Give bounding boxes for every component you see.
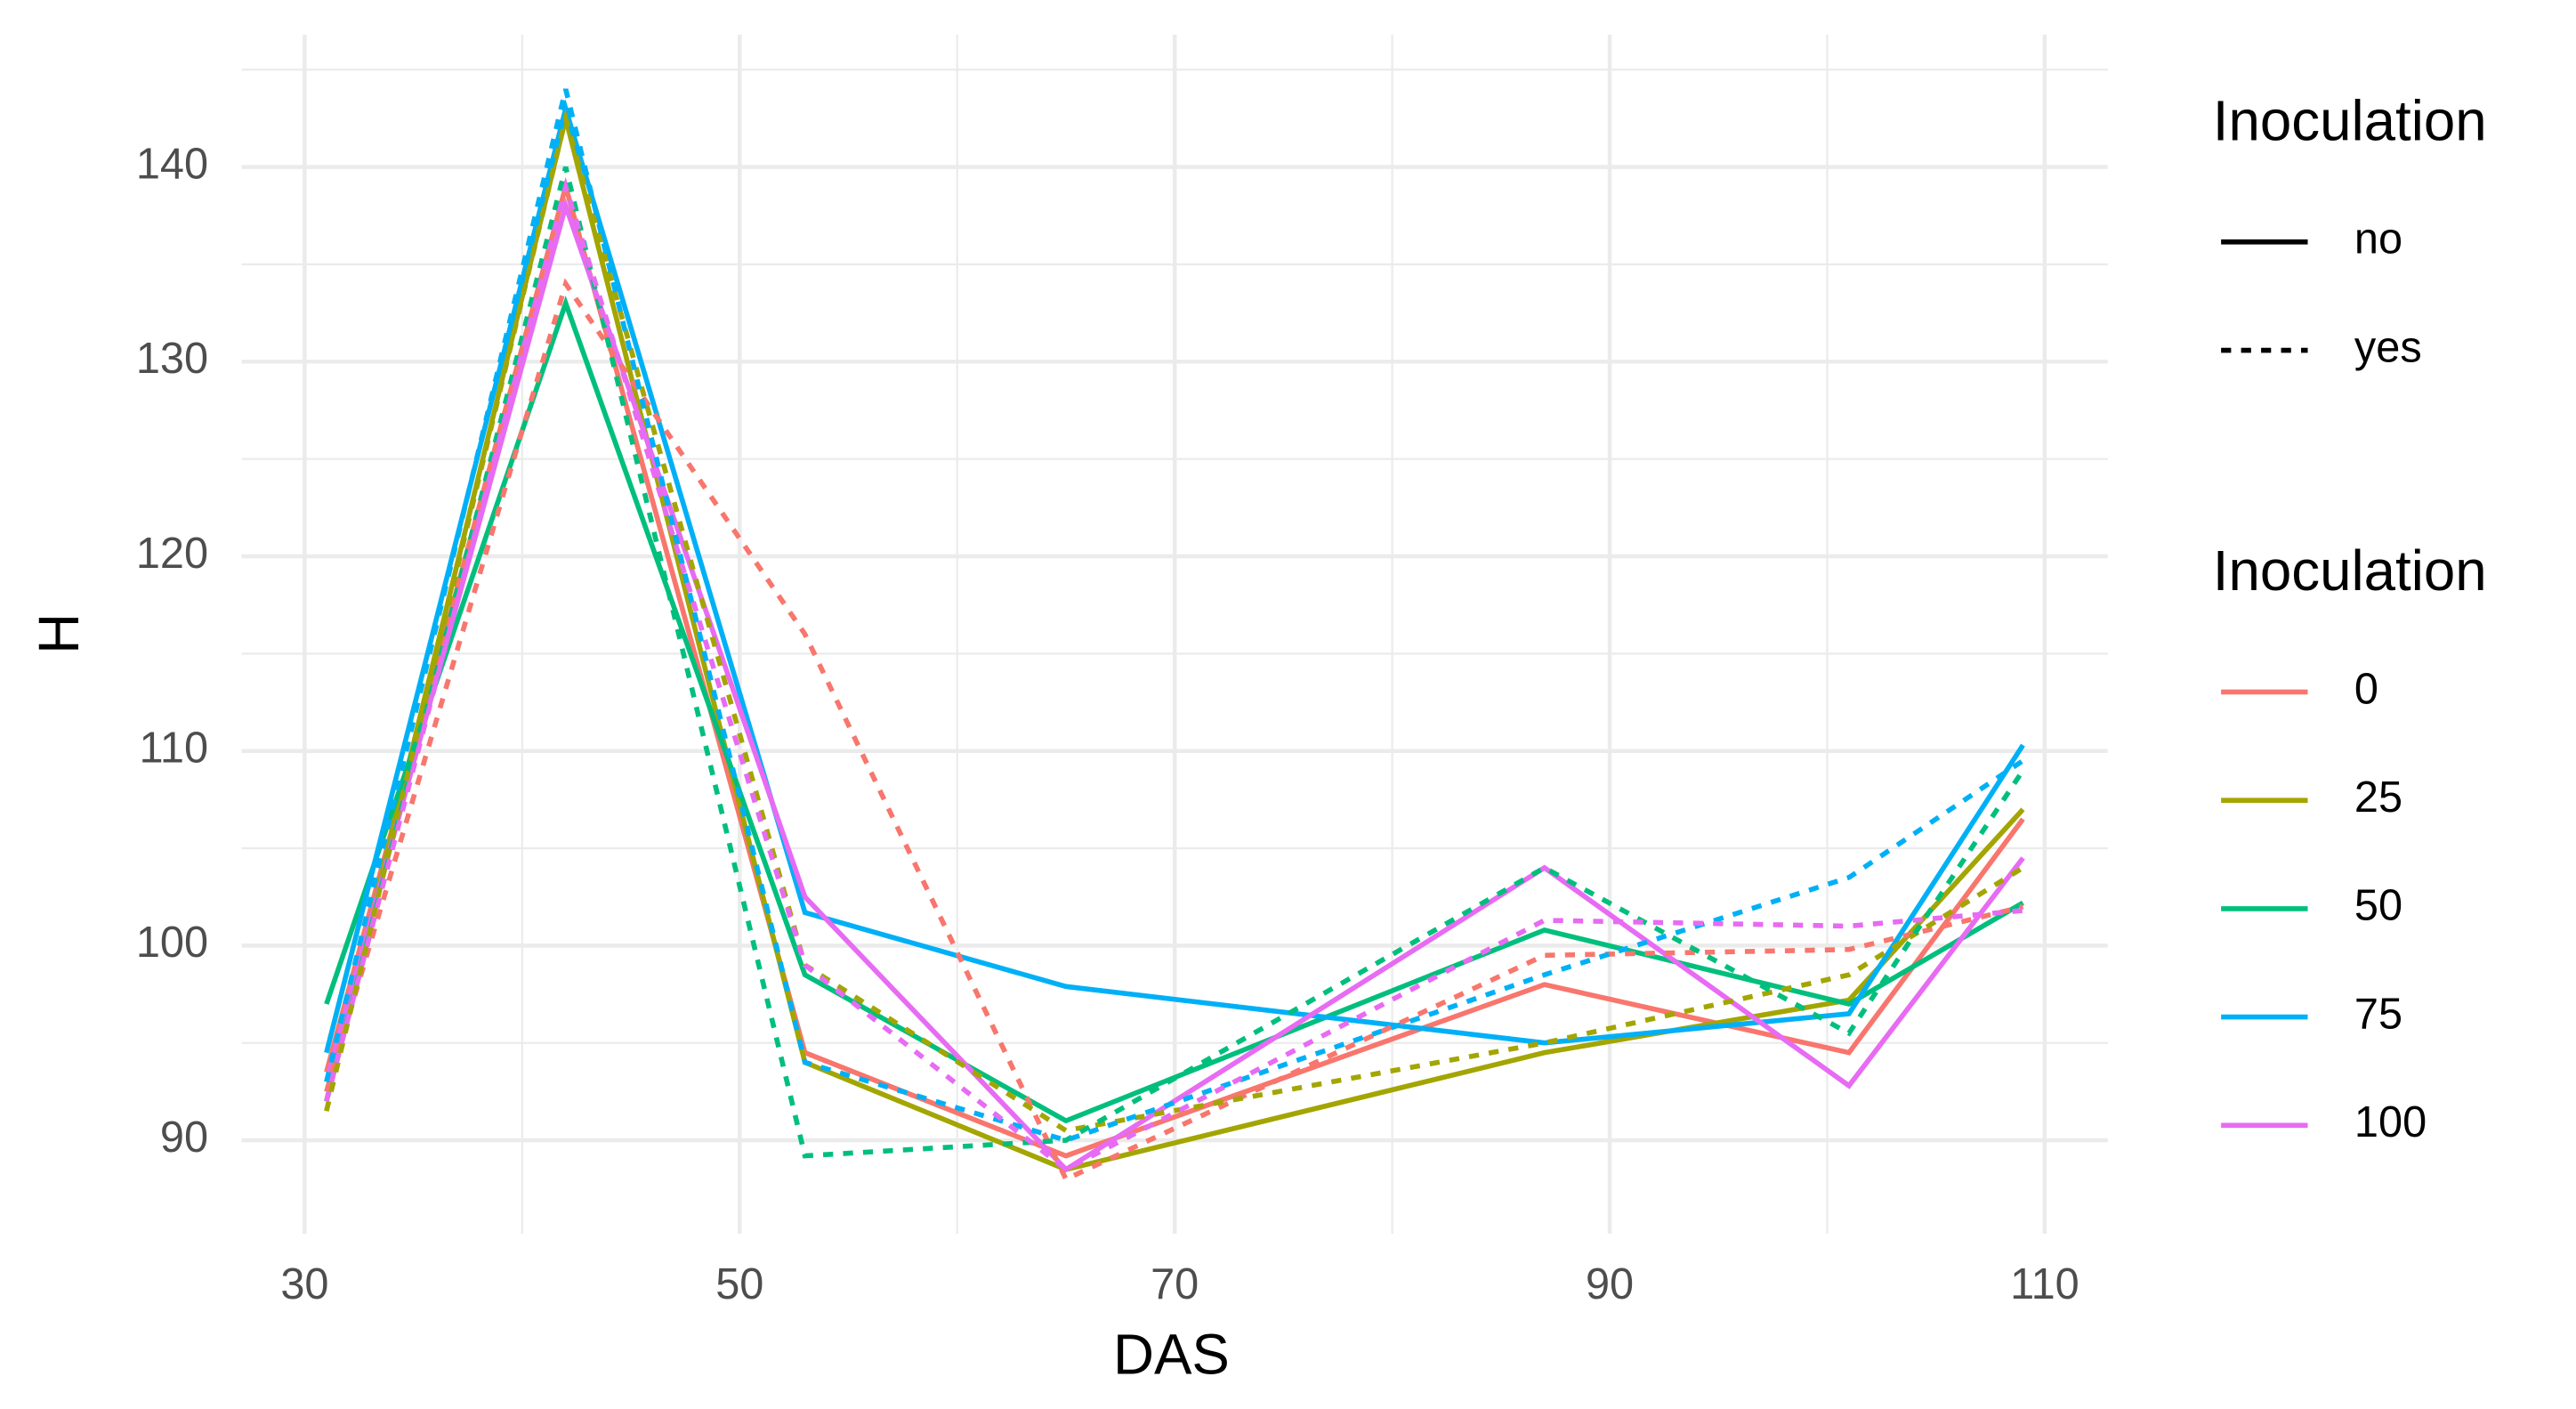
y-tick-label: 120 [136,530,208,578]
legend-label: 50 [2354,882,2402,930]
series-line [324,296,2024,1124]
legend-label: 100 [2354,1098,2427,1146]
legend-label: 25 [2354,773,2402,822]
series-line [324,88,2025,1144]
x-tick-label: 110 [2010,1260,2079,1308]
y-tick-label: 110 [139,725,208,773]
legend-title: Inoculation [2213,539,2487,603]
legend-label: yes [2354,323,2422,371]
x-axis-title: DAS [1113,1323,1230,1386]
legend-title: Inoculation [2213,90,2487,153]
x-tick-label: 70 [1151,1260,1199,1308]
y-tick-label: 100 [136,919,208,967]
series-line [324,99,2025,1054]
series-line [324,108,2024,1134]
y-tick-label: 140 [136,140,208,188]
series-line [324,197,2025,1173]
x-tick-label: 50 [715,1260,763,1308]
x-tick-label: 30 [280,1260,328,1308]
legend-label: 75 [2354,990,2402,1038]
y-tick-label: 90 [160,1113,208,1162]
y-tick-label: 130 [136,335,208,383]
x-tick-label: 90 [1586,1260,1634,1308]
series-line [324,278,2024,1183]
series-line [324,177,2023,1173]
legend-label: 0 [2354,665,2378,713]
y-axis-title: H [28,613,91,654]
legend-label: no [2354,215,2402,263]
series-line [324,166,2025,1159]
